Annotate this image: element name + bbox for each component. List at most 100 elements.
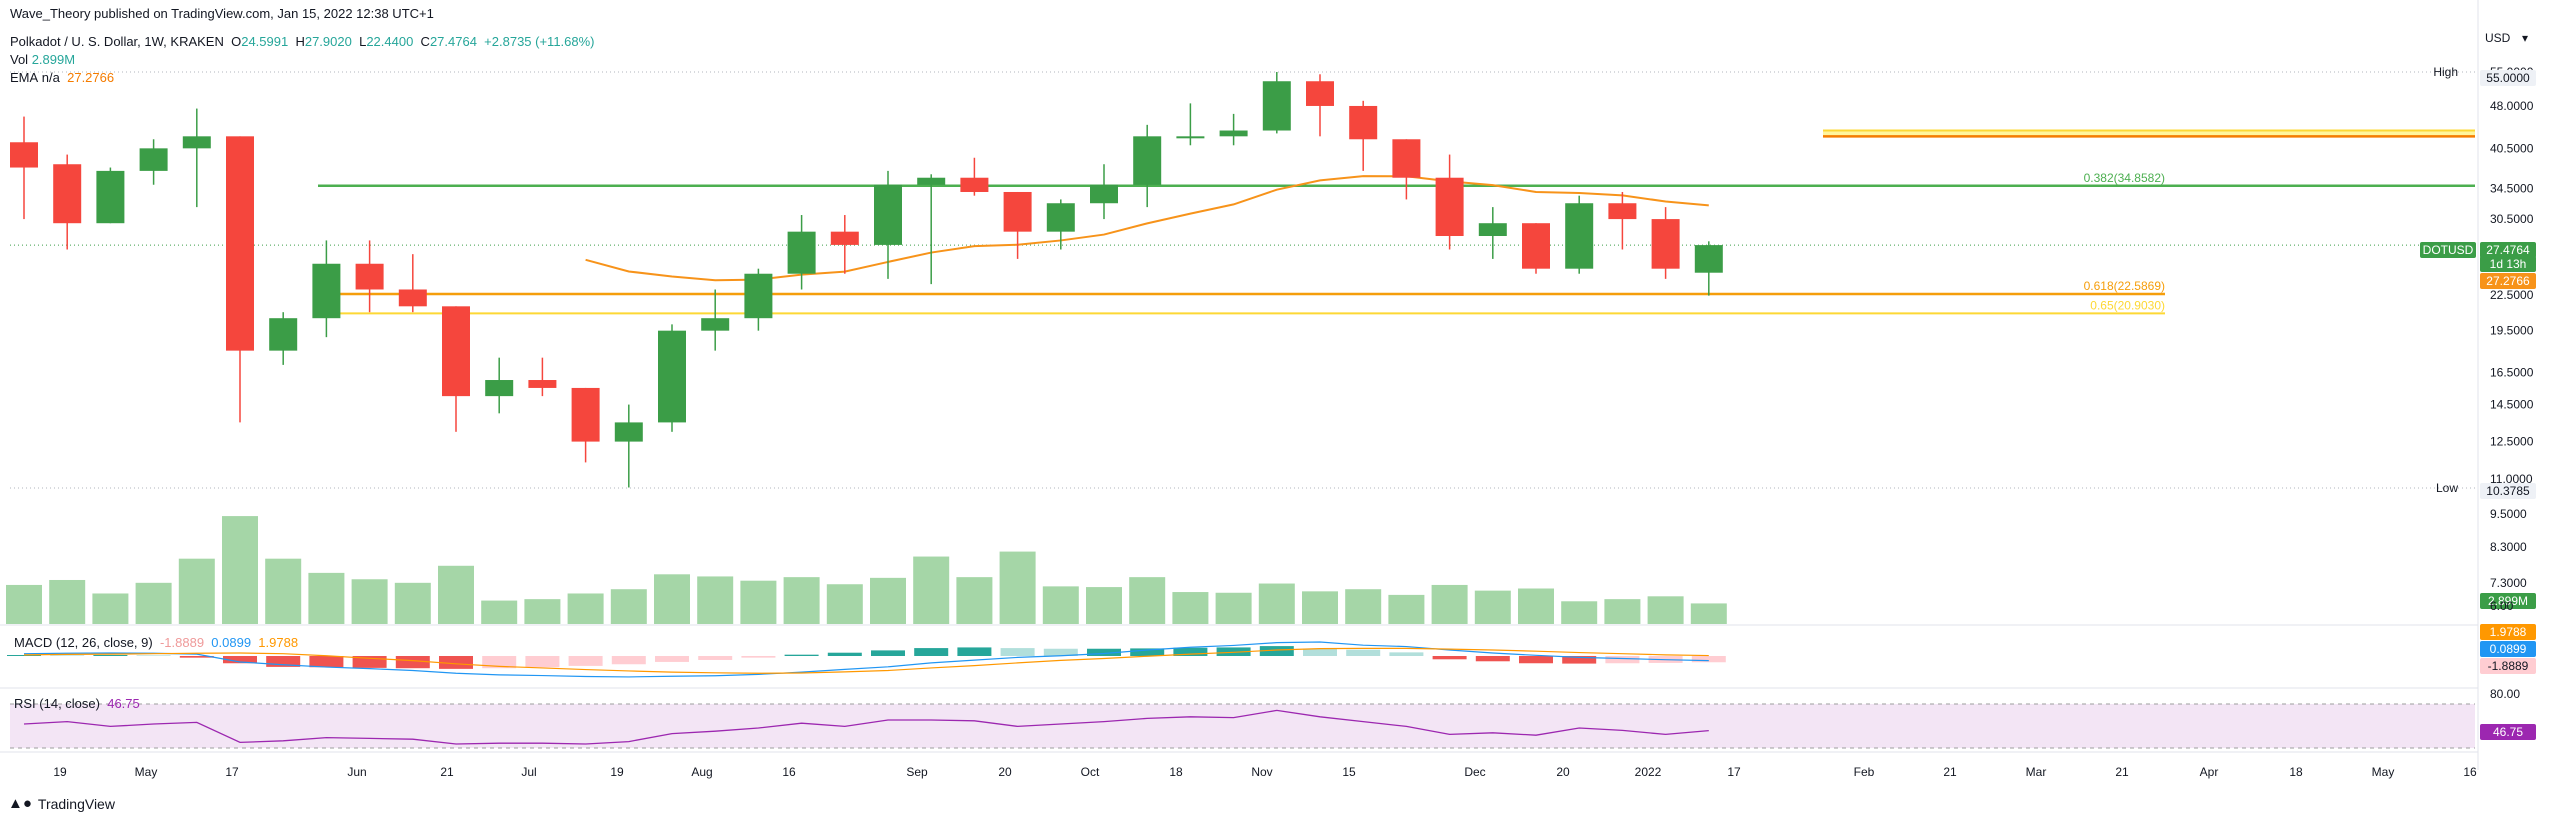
- time-axis-label: Dec: [1464, 765, 1485, 779]
- time-axis-label: 21: [1943, 765, 1957, 779]
- volume-bar: [1215, 592, 1252, 624]
- macd-hist-bar: [1043, 648, 1078, 656]
- symbol-badge: DOTUSD: [2423, 243, 2474, 257]
- low-value: 22.4400: [366, 34, 414, 49]
- candle-body: [10, 142, 38, 168]
- candle-body: [701, 318, 730, 331]
- ema-value: 27.2766: [67, 70, 115, 85]
- volume-bar: [1302, 591, 1338, 624]
- macd-hist-bar: [698, 656, 733, 660]
- macd-hist-bar: [1216, 647, 1251, 656]
- volume-bar: [308, 572, 345, 624]
- candle-body: [874, 184, 902, 245]
- volume-bar: [481, 600, 518, 624]
- volume-bar: [567, 593, 604, 624]
- volume-bar: [394, 582, 431, 624]
- macd-line-badge-bg: [2480, 641, 2536, 657]
- high-text: High: [2433, 65, 2458, 79]
- macd-hist-bar: [7, 655, 41, 656]
- candle-body: [53, 164, 82, 224]
- time-axis-label: 17: [1727, 765, 1741, 779]
- time-axis-label: Oct: [1081, 765, 1100, 779]
- fib-label: 0.65(20.9030): [2090, 298, 2165, 312]
- price-tick-label: 19.5000: [2490, 324, 2534, 338]
- low-label: L: [359, 34, 367, 49]
- candle-body: [614, 422, 643, 442]
- macd-hist-bar: [1346, 649, 1381, 656]
- macd-hist-bar: [395, 656, 430, 669]
- close-value: 27.4764: [429, 34, 477, 49]
- macd-hist-bar: [352, 656, 387, 668]
- macd-hist-bar: [50, 655, 85, 656]
- macd-hist-bar: [482, 656, 517, 669]
- time-axis-label: Jul: [521, 765, 536, 779]
- volume-bar: [740, 580, 777, 624]
- candle-body: [355, 263, 384, 290]
- countdown-badge-bg: [2480, 256, 2536, 272]
- volume-bar: [1604, 599, 1641, 624]
- volume-bar: [1690, 603, 1727, 624]
- candle-body: [1478, 223, 1507, 237]
- macd-hist-bar: [1389, 652, 1424, 656]
- macd-hist-bar: [568, 656, 603, 666]
- candle-body: [1306, 81, 1334, 106]
- volume-bar: [697, 576, 734, 624]
- volume-bar: [1474, 590, 1511, 624]
- vol-badge-bg: [2480, 593, 2536, 609]
- price-tick-label: 34.5000: [2490, 181, 2534, 195]
- volume-bar: [1431, 584, 1468, 624]
- last-price-badge: 27.4764: [2486, 243, 2530, 257]
- volume-bar: [1388, 594, 1425, 624]
- macd-hist-bar: [1087, 648, 1121, 656]
- ema-legend: EMA n/a 27.2766: [10, 70, 114, 85]
- symbol-legend: Polkadot / U. S. Dollar, 1W, KRAKEN O24.…: [10, 34, 595, 49]
- candle-body: [744, 273, 773, 319]
- candle-body: [1435, 177, 1464, 237]
- tradingview-brand: TradingView: [37, 795, 115, 812]
- candle-body: [960, 177, 989, 192]
- macd-hist-bar: [827, 652, 862, 656]
- ema-label: EMA: [10, 70, 39, 85]
- candle-body: [1694, 245, 1723, 273]
- macd-hist-bar: [611, 656, 646, 665]
- tradingview-logo-icon: ▲●: [8, 795, 32, 812]
- time-axis-label: Mar: [2026, 765, 2047, 779]
- macd-hist-bar: [784, 654, 819, 656]
- candle-body: [139, 148, 168, 171]
- ema-badge: 27.2766: [2486, 274, 2530, 288]
- vol-label: Vol: [10, 52, 29, 67]
- time-axis-label: Jun: [347, 765, 366, 779]
- rsi-label: RSI (14, close): [14, 696, 100, 711]
- time-axis-label: Apr: [2200, 765, 2219, 779]
- macd-hist-bar: [136, 655, 171, 656]
- macd-hist-bar: [179, 656, 214, 658]
- high-badge: 55.0000: [2486, 71, 2530, 85]
- candle-body: [1651, 219, 1680, 269]
- time-axis-label: 19: [53, 765, 67, 779]
- low-badge: 10.3785: [2486, 484, 2530, 498]
- candle-body: [398, 289, 427, 307]
- macd-signal-badge-bg: [2480, 624, 2536, 640]
- low-badge-bg: [2480, 483, 2536, 499]
- countdown-badge: 1d 13h: [2490, 257, 2527, 271]
- macd-hist-bar: [1475, 656, 1510, 662]
- macd-hist-bar: [1432, 656, 1467, 660]
- candle-body: [1349, 105, 1378, 140]
- macd-hist-bar: [525, 656, 560, 668]
- macd-hist-bar: [914, 648, 949, 656]
- volume-bar: [1561, 601, 1598, 624]
- volume-bar: [1172, 592, 1209, 624]
- time-axis-label: May: [2372, 765, 2395, 779]
- candle-body: [312, 263, 341, 319]
- macd-line-value: 0.0899: [211, 635, 252, 650]
- macd-line-badge: 0.0899: [2490, 642, 2527, 656]
- last-price-badge-bg: [2480, 242, 2536, 258]
- macd-hist-bar: [1691, 656, 1726, 663]
- tradingview-footer[interactable]: ▲● TradingView: [8, 795, 115, 812]
- price-tick-label: 11.0000: [2490, 472, 2533, 486]
- open-value: 24.5991: [241, 34, 289, 49]
- time-axis-label: 2022: [1635, 765, 1662, 779]
- rsi-value: 46.75: [107, 696, 140, 711]
- macd-hist-bar: [957, 647, 992, 656]
